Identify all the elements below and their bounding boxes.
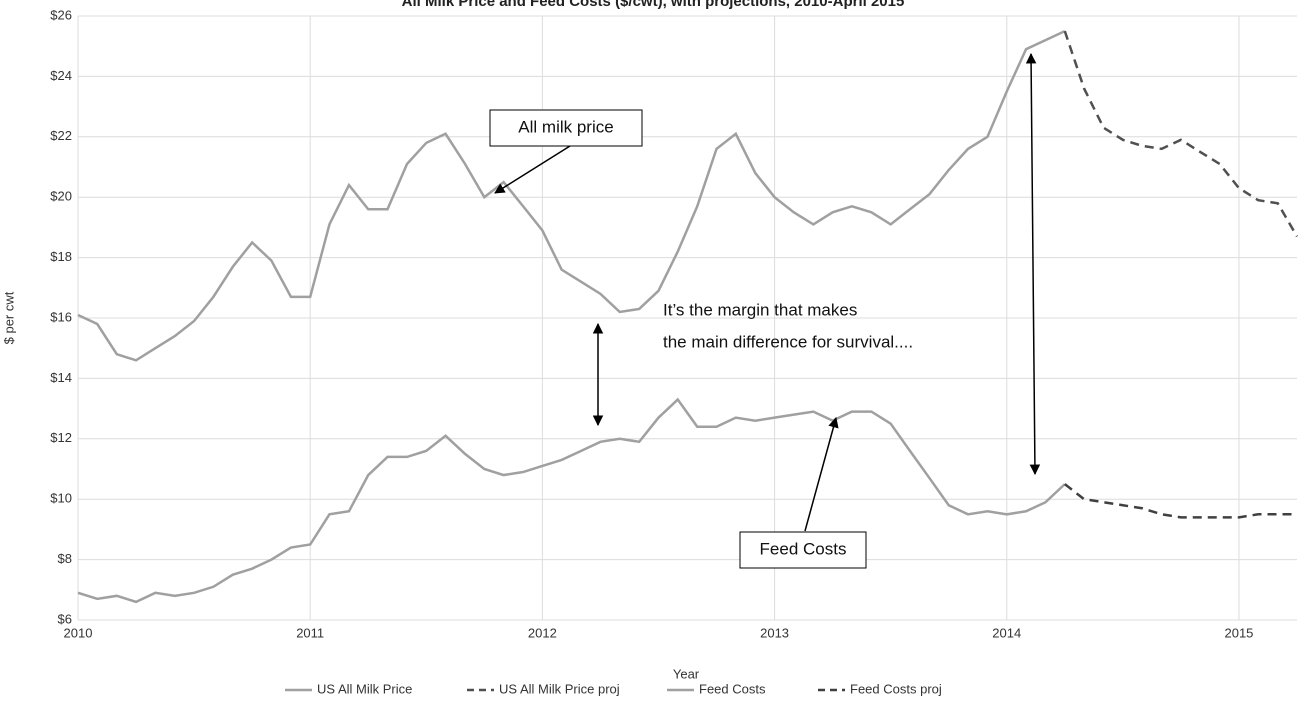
y-tick-label: $14 xyxy=(50,370,72,385)
annotation: It’s the margin that makes xyxy=(663,300,857,319)
x-axis-label: Year xyxy=(673,666,700,681)
annotation: Feed Costs xyxy=(760,539,847,558)
arrow xyxy=(804,416,839,532)
y-tick-label: $12 xyxy=(50,430,72,445)
y-tick-label: $10 xyxy=(50,491,72,506)
arrow xyxy=(494,145,571,194)
legend-label: US All Milk Price proj xyxy=(499,681,620,696)
annotation-box xyxy=(739,531,867,569)
x-tick-label: 2013 xyxy=(760,625,789,640)
annotation-box xyxy=(489,109,643,147)
x-tick-label: 2015 xyxy=(1224,625,1253,640)
y-tick-label: $18 xyxy=(50,249,72,264)
chart-title: All Milk Price and Feed Costs ($/cwt), w… xyxy=(402,0,905,10)
y-axis-label: $ per cwt xyxy=(1,291,16,344)
x-tick-label: 2012 xyxy=(528,625,557,640)
annotation: All milk price xyxy=(518,117,613,136)
y-tick-label: $24 xyxy=(50,68,72,83)
legend-label: Feed Costs xyxy=(699,681,766,696)
x-tick-label: 2014 xyxy=(992,625,1021,640)
annotations: All milk price Feed Costs It’s the margi… xyxy=(489,52,1041,569)
x-tick-label: 2011 xyxy=(296,625,324,640)
double-arrow xyxy=(1025,52,1041,476)
annotation: the main difference for survival.... xyxy=(663,332,913,351)
y-tick-label: $6 xyxy=(58,611,72,626)
y-tick-label: $26 xyxy=(50,7,72,22)
series-line xyxy=(1064,483,1297,519)
y-tick-label: $20 xyxy=(50,189,72,204)
legend-label: Feed Costs proj xyxy=(850,681,942,696)
series-line xyxy=(77,397,1066,604)
legend: US All Milk Price US All Milk Price proj F… xyxy=(285,681,942,696)
series-line xyxy=(77,29,1066,362)
y-tick-label: $16 xyxy=(50,309,72,324)
y-tick-label: $8 xyxy=(58,551,72,566)
y-tick-label: $22 xyxy=(50,128,72,143)
series-line xyxy=(1063,30,1299,238)
plot-area: $6 $8 $10 $12 $14 $16 $18 $20 $22 $24 $26 2010 2011 2… xyxy=(50,7,1299,640)
legend-label: US All Milk Price xyxy=(317,681,412,696)
x-tick-label: 2010 xyxy=(64,625,93,640)
